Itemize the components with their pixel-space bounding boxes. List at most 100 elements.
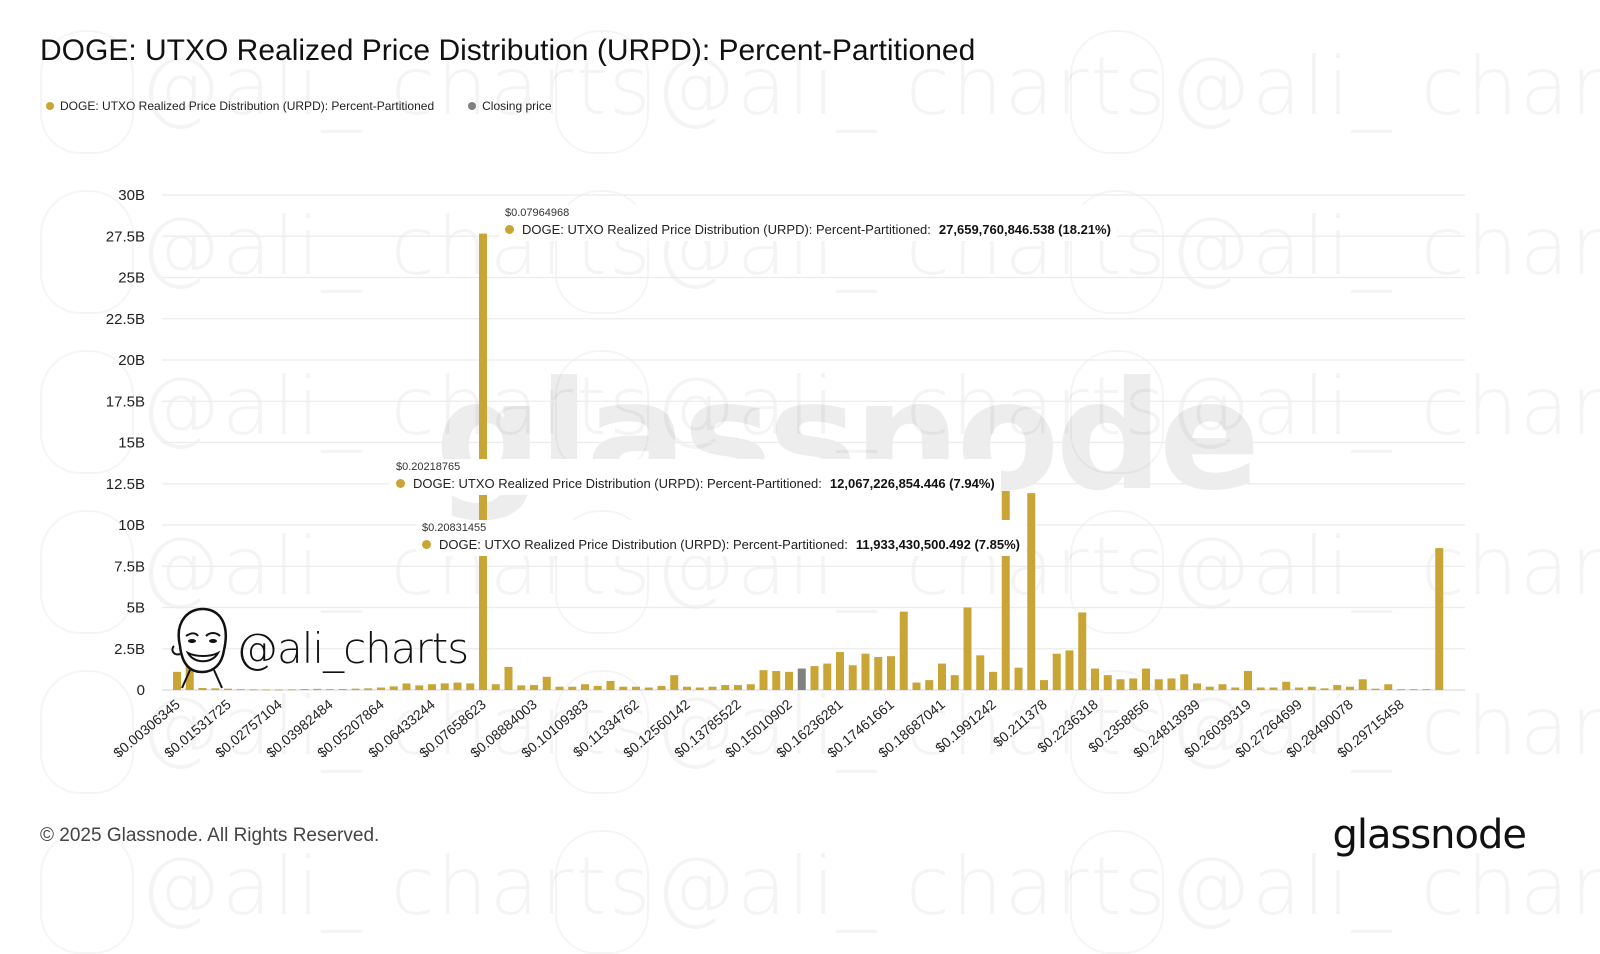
urpd-bar[interactable] — [1346, 686, 1354, 690]
urpd-bar[interactable] — [1320, 688, 1329, 690]
urpd-bar[interactable] — [644, 687, 653, 690]
urpd-bar[interactable] — [1409, 689, 1418, 690]
urpd-bar[interactable] — [1078, 612, 1087, 690]
urpd-bar[interactable] — [619, 686, 628, 690]
urpd-bar[interactable] — [453, 682, 462, 690]
urpd-bar[interactable] — [963, 607, 972, 691]
urpd-bar[interactable] — [1103, 675, 1112, 690]
urpd-bar[interactable] — [1040, 680, 1048, 690]
urpd-bar[interactable] — [236, 689, 245, 690]
urpd-bar[interactable] — [415, 685, 424, 690]
urpd-bar[interactable] — [326, 689, 334, 690]
urpd-bar[interactable] — [1397, 689, 1405, 690]
urpd-bar[interactable] — [262, 689, 271, 691]
urpd-bar[interactable] — [593, 685, 602, 690]
urpd-bar[interactable] — [785, 671, 793, 690]
urpd-bar[interactable] — [530, 685, 538, 690]
urpd-bar[interactable] — [389, 686, 398, 690]
urpd-bar[interactable] — [899, 611, 908, 690]
urpd-bar[interactable] — [912, 682, 921, 690]
urpd-bar[interactable] — [1065, 650, 1074, 690]
urpd-bar[interactable] — [708, 686, 717, 690]
urpd-bar[interactable] — [989, 671, 997, 690]
urpd-bar[interactable] — [759, 670, 768, 690]
urpd-bar[interactable] — [657, 685, 666, 690]
legend-item-urpd[interactable]: DOGE: UTXO Realized Price Distribution (… — [46, 99, 434, 113]
urpd-bar[interactable] — [606, 680, 615, 690]
urpd-bar[interactable] — [517, 685, 526, 690]
urpd-bar[interactable] — [925, 680, 934, 690]
urpd-bar[interactable] — [1091, 668, 1099, 690]
urpd-bar[interactable] — [1116, 679, 1125, 690]
urpd-bar[interactable] — [287, 689, 296, 691]
urpd-bar[interactable] — [861, 653, 870, 690]
closing-price-bar[interactable] — [797, 668, 806, 690]
urpd-bar[interactable] — [1052, 653, 1061, 690]
urpd-bar[interactable] — [950, 675, 959, 690]
urpd-bar[interactable] — [1295, 687, 1303, 690]
urpd-bar[interactable] — [721, 685, 730, 690]
urpd-bar[interactable] — [848, 665, 857, 690]
urpd-bar[interactable] — [874, 657, 883, 690]
urpd-bar[interactable] — [632, 686, 640, 690]
urpd-bar[interactable] — [542, 676, 551, 690]
urpd-bar[interactable] — [1180, 674, 1189, 690]
urpd-bar[interactable] — [1001, 490, 1010, 690]
urpd-bar[interactable] — [1129, 678, 1138, 690]
urpd-bar[interactable] — [1154, 679, 1163, 690]
urpd-bar[interactable] — [976, 655, 985, 690]
urpd-bar[interactable] — [1422, 689, 1431, 690]
urpd-bar[interactable] — [313, 688, 322, 690]
urpd-bar[interactable] — [1193, 683, 1201, 690]
urpd-bar[interactable] — [823, 663, 832, 690]
urpd-bar[interactable] — [1256, 687, 1265, 690]
urpd-bar[interactable] — [1269, 687, 1278, 690]
urpd-bar[interactable] — [581, 684, 589, 690]
urpd-bar[interactable] — [402, 683, 411, 690]
urpd-bar[interactable] — [887, 656, 895, 690]
urpd-bar[interactable] — [1307, 686, 1316, 690]
urpd-bar[interactable] — [300, 689, 309, 690]
urpd-bar[interactable] — [1218, 684, 1227, 690]
urpd-bar[interactable] — [428, 684, 436, 690]
urpd-bar[interactable] — [491, 684, 500, 690]
urpd-bar[interactable] — [1282, 681, 1291, 690]
urpd-bar[interactable] — [670, 675, 679, 690]
urpd-bar[interactable] — [1027, 493, 1036, 690]
urpd-bar[interactable] — [249, 689, 258, 691]
urpd-bar[interactable] — [1014, 667, 1023, 690]
urpd-bar[interactable] — [555, 686, 564, 690]
urpd-bar[interactable] — [1231, 687, 1240, 690]
urpd-bar[interactable] — [440, 683, 449, 690]
urpd-bar[interactable] — [1142, 668, 1150, 690]
urpd-bar[interactable] — [1333, 685, 1342, 690]
urpd-bar[interactable] — [568, 686, 577, 690]
legend-item-closing-price[interactable]: Closing price — [468, 99, 552, 113]
urpd-bar[interactable] — [211, 688, 220, 690]
urpd-bar[interactable] — [338, 689, 347, 690]
urpd-bar[interactable] — [466, 683, 475, 690]
urpd-bar[interactable] — [746, 684, 755, 690]
urpd-bar[interactable] — [1371, 688, 1380, 690]
urpd-bar[interactable] — [377, 687, 385, 690]
urpd-bar[interactable] — [1384, 684, 1393, 690]
urpd-bar[interactable] — [224, 688, 232, 690]
urpd-bar[interactable] — [695, 687, 704, 690]
urpd-bar[interactable] — [734, 685, 742, 690]
urpd-bar[interactable] — [364, 688, 373, 690]
urpd-bar[interactable] — [836, 652, 844, 690]
urpd-bar[interactable] — [1205, 686, 1214, 690]
urpd-bar[interactable] — [275, 689, 283, 691]
urpd-bar[interactable] — [198, 688, 207, 690]
urpd-bar[interactable] — [504, 666, 513, 690]
urpd-bar[interactable] — [683, 686, 691, 690]
glassnode-logo[interactable]: glassnode — [1332, 812, 1527, 858]
urpd-bar[interactable] — [1167, 678, 1176, 690]
urpd-bar[interactable] — [351, 688, 360, 690]
urpd-bar[interactable] — [173, 671, 181, 690]
urpd-bar[interactable] — [1358, 679, 1367, 690]
urpd-bar[interactable] — [185, 661, 194, 690]
urpd-bar[interactable] — [938, 663, 946, 690]
urpd-bar[interactable] — [772, 671, 781, 690]
urpd-bar[interactable] — [1435, 548, 1444, 690]
